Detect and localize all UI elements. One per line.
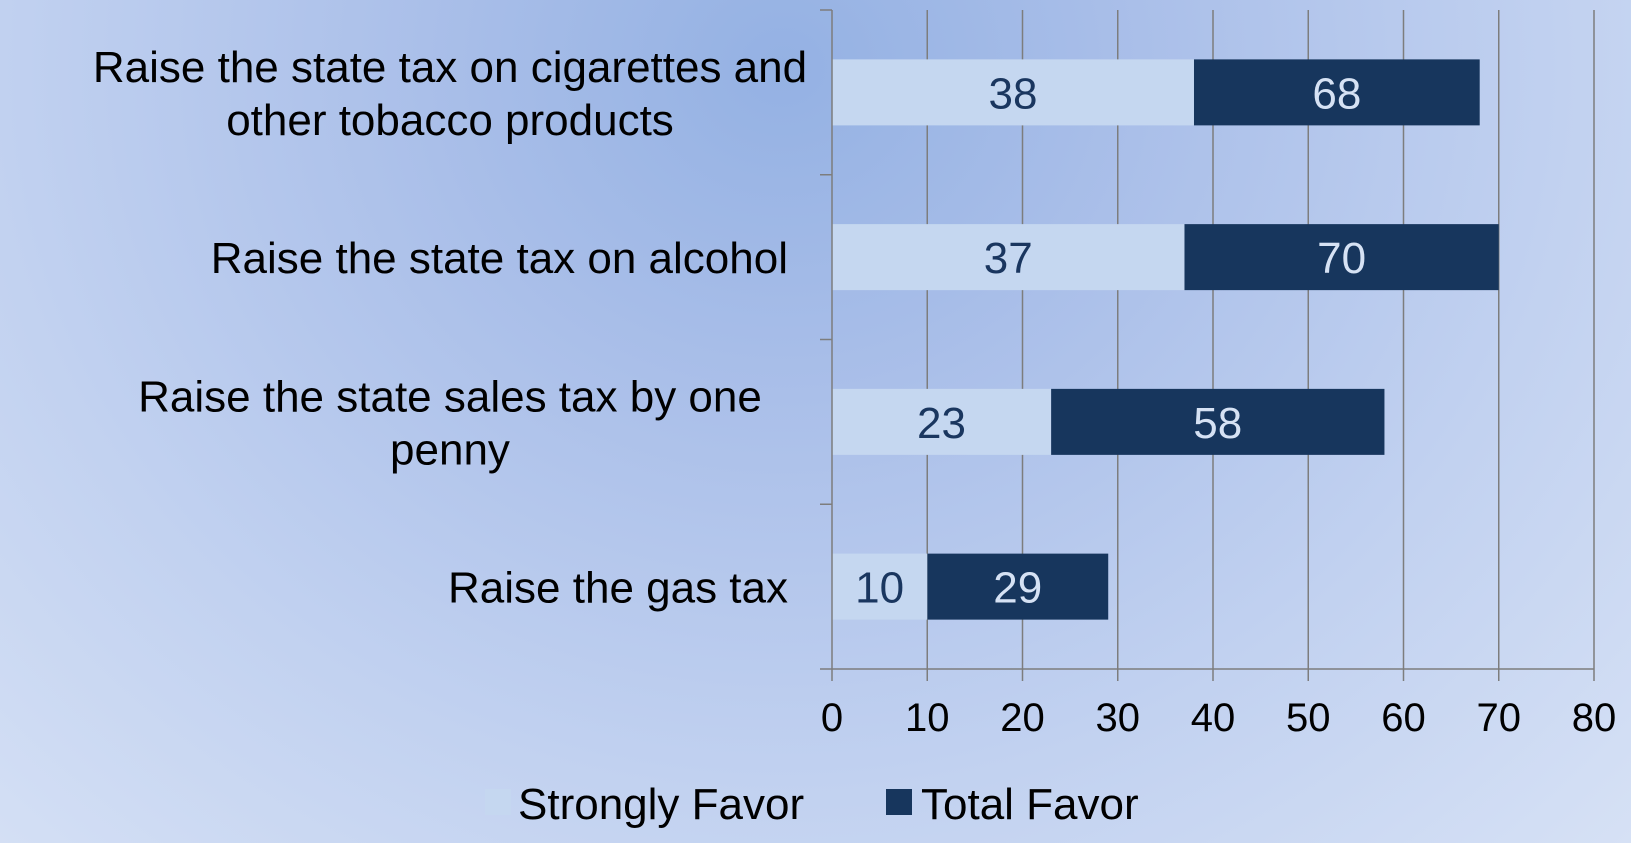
x-tick-label: 50 bbox=[1286, 696, 1331, 740]
bar-strongly-favor bbox=[832, 224, 1185, 291]
data-label-strongly-favor: 37 bbox=[984, 234, 1033, 283]
data-label-total-favor: 68 bbox=[1312, 69, 1361, 118]
axes bbox=[820, 9, 1595, 681]
bar-total-favor bbox=[1184, 224, 1499, 291]
legend-label: Total Favor bbox=[921, 780, 1139, 829]
bar-strongly-favor bbox=[832, 59, 1194, 126]
x-tick-label: 0 bbox=[821, 696, 843, 740]
bar-strongly-favor bbox=[832, 388, 1052, 455]
bar-strongly-favor bbox=[832, 553, 928, 620]
x-tick-label: 60 bbox=[1381, 696, 1426, 740]
category-label: Raise the state tax on alcohol bbox=[211, 234, 788, 283]
category-label: Raise the gas tax bbox=[448, 564, 788, 613]
legend-swatch bbox=[886, 789, 912, 815]
bar-total-favor bbox=[1193, 59, 1480, 126]
x-tick-label: 10 bbox=[905, 696, 950, 740]
category-label: Raise the state sales tax by one penny bbox=[138, 372, 762, 474]
category-label: Raise the state tax on cigarettes and oth… bbox=[93, 43, 807, 145]
bar-total-favor bbox=[1051, 388, 1385, 455]
bar-total-favor bbox=[927, 553, 1109, 620]
x-tick-label: 20 bbox=[1000, 696, 1045, 740]
data-label-total-favor: 58 bbox=[1193, 399, 1242, 448]
data-label-strongly-favor: 38 bbox=[988, 69, 1037, 118]
x-tick-labels: 0 10 20 30 40 50 60 70 80 bbox=[821, 696, 1616, 740]
legend-label: Strongly Favor bbox=[518, 780, 804, 829]
data-label-total-favor: 70 bbox=[1317, 234, 1366, 283]
data-label-total-favor: 29 bbox=[993, 564, 1042, 613]
category-labels: Raise the state tax on cigarettes and oth… bbox=[93, 43, 807, 613]
legend: Strongly Favor Total Favor bbox=[485, 780, 1139, 829]
x-tick-label: 30 bbox=[1096, 696, 1141, 740]
x-tick-label: 70 bbox=[1477, 696, 1522, 740]
data-label-strongly-favor: 23 bbox=[917, 399, 966, 448]
bars: 38 68 37 70 23 58 10 29 bbox=[832, 59, 1499, 620]
legend-swatch bbox=[485, 789, 511, 815]
data-label-strongly-favor: 10 bbox=[855, 564, 904, 613]
x-tick-label: 40 bbox=[1191, 696, 1236, 740]
x-tick-label: 80 bbox=[1572, 696, 1617, 740]
